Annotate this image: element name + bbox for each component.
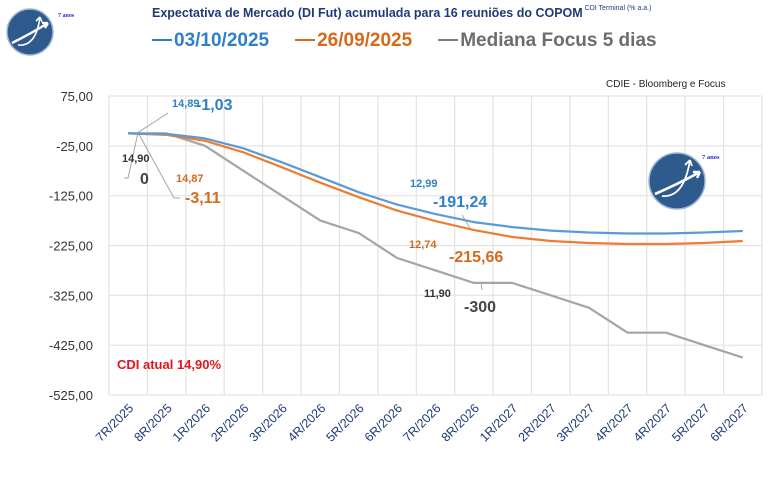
annotation-value: -3,11 [185,190,221,207]
x-tick-label: 1R/2026 [170,401,213,444]
series-lines [128,132,744,359]
annotation-rate: 12,99 [410,178,438,190]
annotation-rate: 11,90 [424,288,451,300]
x-tick-label: 4R/2027 [631,401,674,444]
leader-line [137,132,180,199]
x-axis: 7R/20258R/20251R/20262R/20263R/20264R/20… [93,401,751,444]
chart-title-sup: CDI Terminal (% a.a.) [584,5,652,12]
x-tick-label: 3R/2026 [247,401,290,444]
y-tick-label: 75,00 [60,89,93,104]
logo-arrow-icon [11,21,49,45]
x-tick-label: 7R/2025 [93,401,136,444]
x-tick-label: 4R/2027 [592,401,635,444]
legend-item-blue: 03/10/2025 [152,30,269,52]
logo-text: 7 anos [58,13,75,19]
logo-inner: 7 anos [648,152,720,210]
y-axis: 75,00 -25,00 -125,00 -225,00 -325,00 -425,00 -… [49,89,93,403]
logo-inner-arrow-icon [654,170,701,196]
leader-line [137,112,169,133]
legend-label-gray: Mediana Focus 5 dias [460,30,657,51]
x-tick-label: 8R/2025 [131,401,174,444]
legend-swatch-orange [295,39,316,41]
y-tick-label: -525,00 [49,388,93,403]
x-tick-label: 8R/2026 [439,401,482,444]
x-tick-label: 7R/2026 [400,401,443,444]
x-tick-label: 5R/2026 [323,401,366,444]
y-tick-label: -125,00 [49,189,93,204]
series-line-gray [128,132,744,359]
annotation-rate: 12,74 [409,239,437,251]
grid [108,95,763,396]
annotation-value: -1,03 [196,97,233,114]
x-tick-label: 3R/2027 [554,401,597,444]
annotation-rate: 14,89 [172,98,200,110]
legend-swatch-gray [438,39,459,41]
legend-item-gray: Mediana Focus 5 dias [438,30,657,52]
legend-label-orange: 26/09/2025 [317,30,413,51]
leader-line [124,132,139,179]
x-tick-label: 2R/2026 [208,401,251,444]
logo-inner-text: 7 anos [702,154,720,161]
series-line-blue [128,132,743,235]
legend-label-blue: 03/10/2025 [174,30,270,51]
x-tick-label: 5R/2027 [669,401,712,444]
chart-title: Expectativa de Mercado (DI Fut) acumulad… [152,5,652,20]
annotation-value: -191,24 [433,194,487,211]
annotations: 14,89-1,03 14,90 0 14,87 -3,11 12,99 -191,24 12… [122,97,503,316]
x-tick-label: 6R/2026 [362,401,405,444]
legend-swatch-blue [152,39,172,41]
series-line-orange [128,132,743,246]
legend: 03/10/2025 26/09/2025 Mediana Focus 5 di… [152,30,657,52]
cdi-note: CDI atual 14,90% [117,357,222,372]
y-tick-label: -425,00 [49,338,93,353]
y-tick-label: -25,00 [56,139,93,154]
x-tick-label: 4R/2026 [285,401,328,444]
x-tick-label: 2R/2027 [516,401,559,444]
y-tick-label: -225,00 [49,239,93,254]
chart-title-text: Expectativa de Mercado (DI Fut) acumulad… [152,6,583,20]
annotation-rate: 14,90 [122,153,150,165]
logo-inner-circle [648,152,706,210]
leader-lines [124,112,483,291]
x-tick-label: 1R/2027 [477,401,520,444]
y-tick-label: -325,00 [49,288,93,303]
annotation-value: 0 [140,171,149,188]
annotation-value: -300 [464,299,496,316]
source-label: CDIE - Bloomberg e Focus [606,79,726,90]
legend-item-orange: 26/09/2025 [295,30,412,52]
annotation-rate: 14,87 [176,173,204,185]
x-tick-label: 6R/2027 [708,401,751,444]
annotation-value: -215,66 [449,249,503,266]
logo-top-left: 7 anos [6,8,75,56]
leader-line [480,282,483,291]
